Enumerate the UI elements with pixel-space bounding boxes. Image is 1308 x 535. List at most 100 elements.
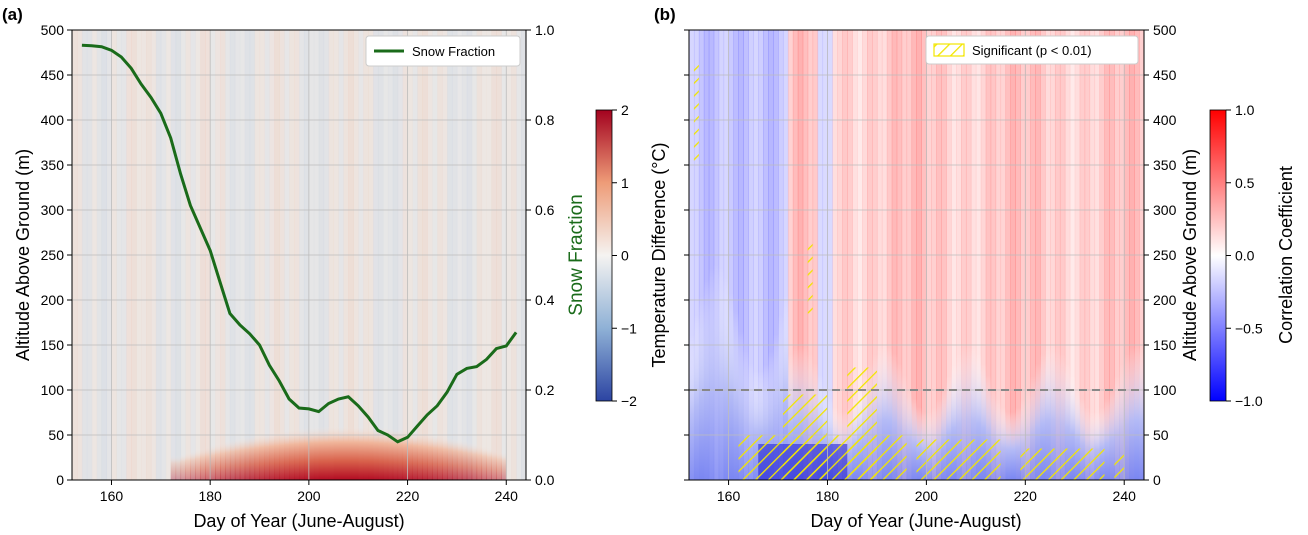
panel-a-ticks: 160 180 200 220 240 0 50 100 150 200 250 300 350 400 4… bbox=[41, 22, 555, 504]
colorbar-b-tick-label: −1.0 bbox=[1235, 393, 1263, 409]
panel-a-plot-area bbox=[71, 29, 527, 481]
negative-layer-cell bbox=[753, 370, 759, 480]
colorbar-b-tick-label: −0.5 bbox=[1235, 320, 1263, 336]
y-tick-label: 250 bbox=[41, 247, 65, 263]
colorbar-b-label: Correlation Coefficient bbox=[1276, 166, 1296, 344]
warm-layer-cell bbox=[274, 431, 280, 480]
y-tick-label-right: 200 bbox=[1153, 292, 1177, 308]
negative-layer-cell bbox=[1079, 399, 1086, 480]
negative-layer-cell bbox=[906, 387, 913, 480]
panel-b-legend: Significant (p < 0.01) bbox=[925, 35, 1139, 65]
warm-layer-cell bbox=[264, 432, 270, 480]
negative-layer-cell bbox=[891, 353, 898, 480]
warm-layer-cell bbox=[185, 452, 191, 480]
warm-layer-cell bbox=[402, 429, 409, 480]
warm-layer-cell bbox=[358, 426, 364, 480]
negative-layer-cell bbox=[1045, 347, 1051, 480]
negative-layer-cell bbox=[965, 345, 972, 480]
warm-layer-cell bbox=[244, 436, 251, 480]
colorbar-b-gradient bbox=[1209, 109, 1227, 402]
y-tick-label: 200 bbox=[41, 292, 65, 308]
significant-region bbox=[807, 241, 813, 314]
warm-layer-cell bbox=[180, 453, 186, 480]
negative-layer-cell bbox=[1094, 411, 1100, 480]
warm-layer-cell bbox=[254, 434, 261, 480]
warm-layer-cell bbox=[442, 436, 448, 480]
warm-layer-cell bbox=[486, 447, 492, 480]
negative-layer-cell bbox=[1089, 411, 1096, 480]
negative-layer-cell bbox=[733, 311, 739, 480]
warm-layer-cell bbox=[308, 427, 315, 480]
negative-layer-cell bbox=[698, 295, 705, 480]
x-tick-label: 180 bbox=[816, 488, 840, 504]
y2-tick-label: 1.0 bbox=[535, 22, 555, 38]
negative-layer-cell bbox=[1104, 399, 1110, 480]
y2-tick-label: 0.6 bbox=[535, 202, 555, 218]
x-tick-label: 220 bbox=[1014, 488, 1038, 504]
warm-layer-cell bbox=[461, 440, 468, 480]
y2-tick-label: 0.2 bbox=[535, 382, 555, 398]
negative-layer-cell bbox=[1099, 407, 1105, 480]
warm-layer-cell bbox=[368, 426, 374, 480]
significant-region bbox=[782, 394, 828, 480]
warm-layer-cell bbox=[496, 450, 502, 480]
warm-layer-cell bbox=[377, 427, 384, 480]
y-tick-label-right: 0 bbox=[1153, 472, 1161, 488]
significant-region bbox=[693, 61, 699, 165]
y-tick-label-right: 300 bbox=[1153, 202, 1177, 218]
warm-layer-cell bbox=[501, 452, 507, 480]
warm-layer-cell bbox=[466, 442, 473, 480]
y-tick-label: 300 bbox=[41, 202, 65, 218]
negative-layer-cell bbox=[1005, 411, 1011, 480]
negative-layer-cell bbox=[723, 277, 730, 480]
negative-layer-cell bbox=[886, 347, 893, 480]
panel-a-grid bbox=[72, 29, 526, 481]
x-tick-label: 240 bbox=[1113, 488, 1137, 504]
x-tick-label: 240 bbox=[495, 488, 519, 504]
negative-layer-cell bbox=[693, 314, 700, 480]
negative-layer-cell bbox=[1069, 375, 1076, 480]
significant-region bbox=[847, 367, 877, 480]
negative-layer-cell bbox=[763, 364, 769, 480]
warm-layer-cell bbox=[215, 443, 221, 480]
negative-layer-cell bbox=[718, 267, 725, 480]
warm-layer-cell bbox=[387, 428, 394, 480]
legend-box-b bbox=[925, 35, 1139, 65]
negative-layer-cell bbox=[1134, 345, 1140, 480]
x-tick-label: 200 bbox=[297, 488, 321, 504]
negative-layer-cell bbox=[1025, 388, 1031, 480]
legend-box bbox=[365, 35, 521, 67]
negative-layer-cell bbox=[1050, 345, 1056, 480]
colorbar-a-gradient bbox=[595, 109, 613, 402]
y-tick-label: 450 bbox=[41, 67, 65, 83]
panel-a-y2label: Snow Fraction bbox=[566, 194, 587, 315]
legend-significant-label: Significant (p < 0.01) bbox=[972, 43, 1092, 58]
warm-layer-cell bbox=[289, 429, 295, 480]
y-tick-label-right: 150 bbox=[1153, 337, 1177, 353]
negative-layer-cell bbox=[911, 398, 917, 480]
colorbar-a-tick-label: 2 bbox=[621, 102, 629, 118]
warm-layer-cell bbox=[427, 433, 433, 480]
y-tick-label: 50 bbox=[48, 427, 64, 443]
warm-layer-cell bbox=[200, 447, 206, 480]
colorbar-b-tick-label: 1.0 bbox=[1235, 102, 1255, 118]
colorbar-a-ticks: −2 −1 0 1 2 bbox=[612, 102, 637, 409]
negative-layer-cell bbox=[1129, 347, 1135, 480]
panel-b: (b) 160 180 200 220 240 0 50 100 150 200 250 300 350… bbox=[654, 5, 1296, 531]
warm-layer-cell bbox=[491, 449, 497, 480]
panel-b-label: (b) bbox=[654, 5, 676, 24]
negative-layer-cell bbox=[728, 292, 735, 480]
negative-layer-cell bbox=[956, 354, 962, 480]
negative-layer-cell bbox=[1064, 363, 1071, 480]
warm-layer-cell bbox=[210, 444, 216, 480]
x-tick-label: 180 bbox=[198, 488, 222, 504]
warm-layer-cell bbox=[481, 446, 488, 480]
warm-layer-cell bbox=[323, 426, 330, 480]
warm-layer-cell bbox=[348, 426, 354, 480]
negative-layer-cell bbox=[961, 347, 967, 480]
warm-layer-cell bbox=[422, 432, 428, 480]
warm-layer-cell bbox=[382, 427, 389, 480]
y-tick-label-right: 250 bbox=[1153, 247, 1177, 263]
colorbar-a-tick-label: −1 bbox=[621, 320, 637, 336]
warm-layer-cell bbox=[269, 431, 275, 480]
